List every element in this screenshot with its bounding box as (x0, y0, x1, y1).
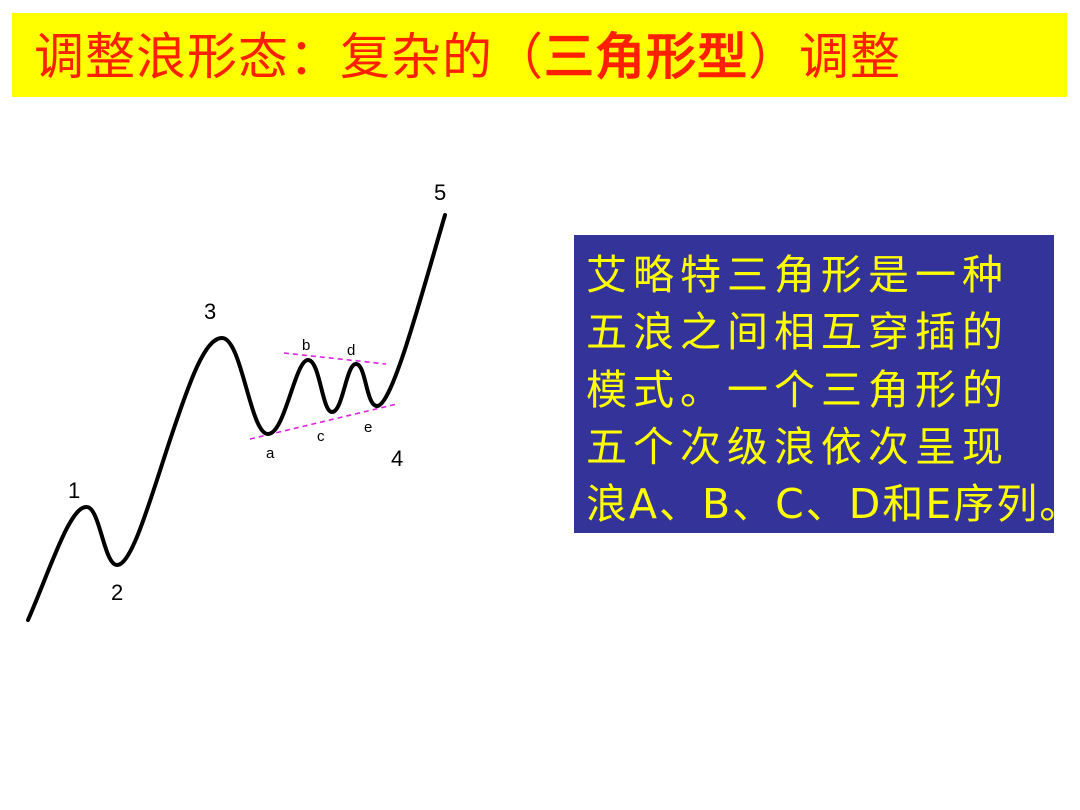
upper-trendline (283, 352, 387, 365)
wave-curve (26, 213, 447, 622)
subwave-label-e: e (364, 419, 372, 436)
title-emphasis: 三角形型 (544, 28, 748, 86)
subwave-label-b: b (302, 337, 310, 354)
description-line: 模式。一个三角形的 (586, 366, 1009, 414)
description-line: 五浪之间相互穿插的 (586, 308, 1009, 356)
wave-label-4: 4 (391, 446, 403, 471)
wave-label-1: 1 (68, 478, 80, 503)
subwave-label-a: a (266, 445, 275, 462)
title-bar: 调整浪形态：复杂的（三角形型）调整 (12, 13, 1067, 97)
title-prefix: 调整浪形态：复杂的（ (34, 28, 544, 86)
lower-trendline (249, 403, 398, 440)
slide-title: 调整浪形态：复杂的（三角形型）调整 (34, 27, 901, 87)
description-line: 艾略特三角形是一种 (586, 251, 1009, 299)
wave-label-5: 5 (434, 180, 446, 205)
description-line: 五个次级浪依次呈现 (586, 423, 1009, 471)
subwave-label-c: c (317, 428, 325, 445)
wave-label-3: 3 (204, 299, 216, 324)
subwave-label-d: d (347, 342, 355, 359)
description-line: 浪A、B、C、D和E序列。 (586, 480, 1080, 528)
wave-label-2: 2 (111, 580, 123, 605)
title-suffix: ）调整 (748, 28, 901, 86)
description-box: 艾略特三角形是一种 五浪之间相互穿插的 模式。一个三角形的 五个次级浪依次呈现 … (574, 235, 1080, 533)
